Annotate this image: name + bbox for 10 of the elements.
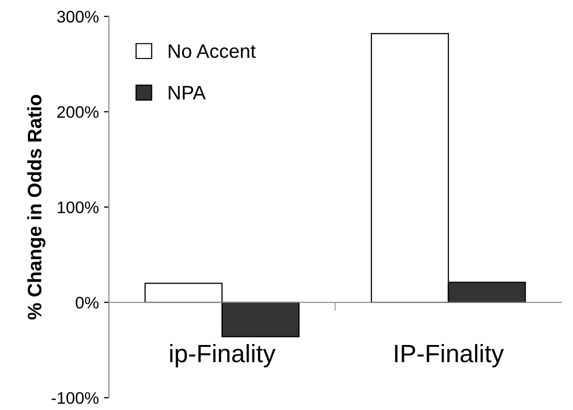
legend-label: NPA <box>168 86 206 100</box>
x-tick-label: ip-Finality <box>170 344 276 368</box>
y-tick-label: 300% <box>57 10 99 23</box>
y-axis-title: % Change in Odds Ratio <box>27 94 46 320</box>
legend-label: No Accent <box>168 44 256 58</box>
y-tick-label: 200% <box>57 106 99 118</box>
y-tick-label: 0% <box>76 296 99 309</box>
x-tick-label: IP-Finality <box>395 344 504 368</box>
y-tick-label: 100% <box>58 201 99 214</box>
y-tick-label: -100% <box>52 392 99 404</box>
